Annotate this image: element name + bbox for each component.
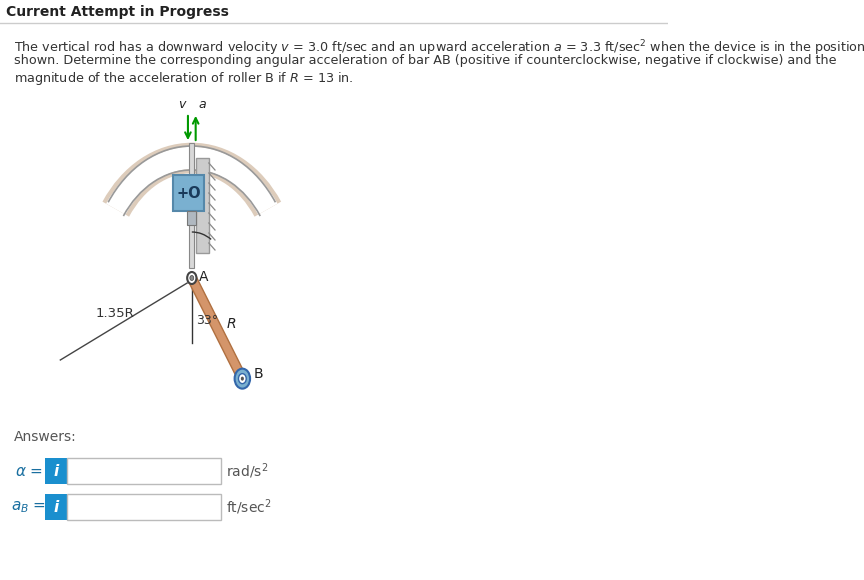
Circle shape	[190, 276, 194, 281]
Text: Answers:: Answers:	[14, 430, 77, 444]
Bar	[67, 494, 221, 520]
Text: i: i	[53, 499, 58, 514]
Bar	[67, 458, 221, 484]
Text: $a_B$ =: $a_B$ =	[11, 499, 46, 515]
Text: i: i	[53, 463, 58, 478]
Bar	[189, 143, 194, 268]
Bar	[45, 458, 67, 484]
Text: a: a	[198, 98, 206, 111]
Text: +O: +O	[176, 186, 201, 201]
Text: A: A	[199, 270, 208, 284]
Text: $\alpha$ =: $\alpha$ =	[16, 463, 43, 478]
Bar	[187, 211, 196, 225]
Text: The vertical rod has a downward velocity $v$ = 3.0 ft/sec and an upward accelera: The vertical rod has a downward velocity…	[14, 38, 864, 57]
Text: 33°: 33°	[196, 314, 219, 327]
Text: shown. Determine the corresponding angular acceleration of bar AB (positive if c: shown. Determine the corresponding angul…	[14, 54, 836, 67]
Circle shape	[238, 374, 246, 383]
Text: R: R	[226, 317, 236, 331]
Text: rad/s$^2$: rad/s$^2$	[226, 461, 268, 481]
FancyBboxPatch shape	[174, 175, 204, 211]
Text: 1.35R: 1.35R	[95, 307, 134, 320]
Circle shape	[187, 272, 196, 284]
Circle shape	[241, 376, 244, 380]
Bar	[196, 158, 209, 253]
Polygon shape	[188, 275, 246, 382]
Text: B: B	[253, 367, 263, 380]
Text: Current Attempt in Progress: Current Attempt in Progress	[6, 5, 229, 19]
Text: magnitude of the acceleration of roller B if $R$ = 13 in.: magnitude of the acceleration of roller …	[14, 70, 353, 87]
Text: v: v	[178, 98, 186, 111]
Text: ft/sec$^2$: ft/sec$^2$	[226, 497, 271, 517]
Bar	[45, 494, 67, 520]
Circle shape	[235, 369, 250, 389]
